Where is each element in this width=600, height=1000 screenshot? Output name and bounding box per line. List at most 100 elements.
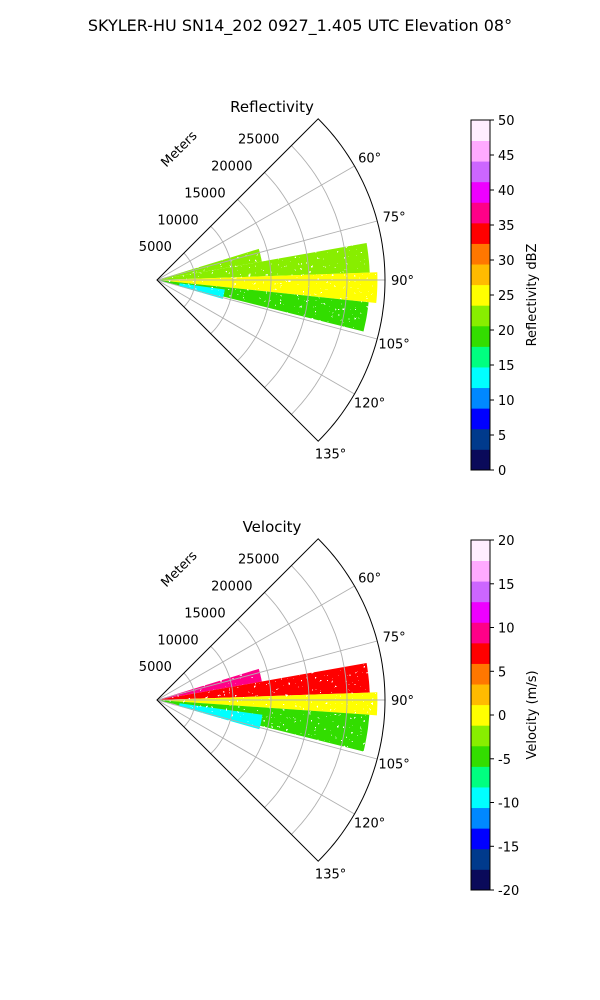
azimuth-tick-labels: 60° 75° 90° 105° 120° 135° bbox=[315, 151, 414, 462]
azimuth-gridline bbox=[156, 279, 378, 340]
colorbar-segment bbox=[471, 202, 490, 224]
colorbar-segment bbox=[471, 663, 490, 685]
colorbar-tick-label: 50 bbox=[498, 114, 515, 129]
echo-region-2 bbox=[157, 692, 378, 716]
azimuth-tick-label: 75° bbox=[383, 211, 406, 226]
colorbar-tick-label: 15 bbox=[498, 359, 515, 374]
colorbar-tick-label: 5 bbox=[498, 665, 506, 680]
range-tick-label: 20000 bbox=[211, 160, 252, 175]
colorbar-segment bbox=[471, 140, 490, 162]
colorbar-tick-label: 0 bbox=[498, 709, 506, 724]
colorbar-segment bbox=[471, 766, 490, 788]
azimuth-tick-label: 105° bbox=[378, 758, 409, 773]
reflectivity-panel: Reflectivity Meters 5000 10000 15000 20000 2… bbox=[139, 98, 540, 479]
azimuth-tick-label: 135° bbox=[315, 868, 346, 883]
colorbar-tick-label: 45 bbox=[498, 149, 515, 164]
colorbar-tick-label: -5 bbox=[498, 753, 511, 768]
colorbar-segment bbox=[471, 725, 490, 747]
colorbar-tick-label: 10 bbox=[498, 622, 515, 637]
sector-outline bbox=[156, 118, 386, 442]
colorbar-segment bbox=[471, 684, 490, 706]
colorbar-segment bbox=[471, 387, 490, 409]
range-axis-label: Meters bbox=[159, 128, 201, 170]
velocity-echoes bbox=[157, 663, 378, 752]
colorbar-segment bbox=[471, 428, 490, 450]
range-tick-label: 15000 bbox=[184, 606, 225, 621]
colorbar-segment bbox=[471, 161, 490, 183]
colorbar-segment bbox=[471, 305, 490, 327]
colorbar-segment bbox=[471, 325, 490, 347]
range-axis-label: Meters bbox=[159, 548, 201, 590]
range-tick-label: 15000 bbox=[184, 186, 225, 201]
colorbar-segment bbox=[471, 222, 490, 244]
velocity-colorbar: -20 -15 -10 -5 0 5 10 15 20 Velocity (m/s) bbox=[470, 534, 540, 899]
echo-region-1 bbox=[157, 663, 370, 700]
colorbar-segment bbox=[471, 848, 490, 870]
polar-grid bbox=[156, 538, 386, 862]
range-tick-label: 10000 bbox=[157, 633, 198, 648]
azimuth-gridline bbox=[156, 699, 378, 760]
colorbar-segment bbox=[471, 408, 490, 430]
echo-region-0 bbox=[157, 248, 262, 280]
colorbar-tick-label: 10 bbox=[498, 394, 515, 409]
panel-title: Velocity bbox=[243, 518, 302, 536]
range-tick-label: 10000 bbox=[157, 213, 198, 228]
colorbar-label: Reflectivity dBZ bbox=[525, 244, 540, 347]
colorbar-segment bbox=[471, 181, 490, 203]
azimuth-gridline bbox=[156, 699, 355, 815]
azimuth-tick-label: 120° bbox=[354, 817, 385, 832]
colorbar-tick-label: -15 bbox=[498, 840, 519, 855]
range-tick-label: 25000 bbox=[238, 553, 279, 568]
range-tick-label: 20000 bbox=[211, 580, 252, 595]
azimuth-tick-label: 75° bbox=[383, 631, 406, 646]
echo-region-1 bbox=[157, 243, 370, 280]
colorbar-tick-label: 30 bbox=[498, 254, 515, 269]
azimuth-tick-label: 135° bbox=[315, 448, 346, 463]
range-tick-labels: 5000 10000 15000 20000 25000 bbox=[139, 133, 280, 256]
colorbar-segment bbox=[471, 346, 490, 368]
azimuth-tick-label: 90° bbox=[391, 274, 414, 289]
range-tick-label: 5000 bbox=[139, 240, 172, 255]
polar-grid bbox=[156, 118, 386, 442]
azimuth-gridline bbox=[156, 640, 378, 701]
colorbar-segment bbox=[471, 601, 490, 623]
echo-region-0 bbox=[157, 668, 262, 700]
reflectivity-colorbar: 0 5 10 15 20 25 30 35 40 45 50 Reflectivity dBZ bbox=[470, 114, 540, 479]
range-tick-label: 5000 bbox=[139, 660, 172, 675]
colorbar-segment bbox=[471, 540, 490, 561]
colorbar-segment bbox=[471, 642, 490, 664]
azimuth-gridline bbox=[156, 585, 355, 701]
colorbar-segment bbox=[471, 120, 490, 141]
colorbar-tick-label: 20 bbox=[498, 324, 515, 339]
colorbar-tick-label: 5 bbox=[498, 429, 506, 444]
colorbar-label: Velocity (m/s) bbox=[525, 670, 540, 759]
azimuth-tick-label: 60° bbox=[358, 571, 381, 586]
colorbar-segment bbox=[471, 367, 490, 389]
azimuth-tick-labels: 60° 75° 90° 105° 120° 135° bbox=[315, 571, 414, 882]
colorbar-segment bbox=[471, 560, 490, 582]
colorbar-tick-label: 20 bbox=[498, 534, 515, 549]
azimuth-tick-label: 120° bbox=[354, 397, 385, 412]
colorbar-segment bbox=[471, 828, 490, 850]
colorbar-tick-label: 35 bbox=[498, 219, 515, 234]
colorbar-segment bbox=[471, 243, 490, 265]
colorbar-segment bbox=[471, 704, 490, 726]
colorbar-segment bbox=[471, 622, 490, 644]
colorbar-tick-label: -10 bbox=[498, 797, 519, 812]
range-tick-labels: 5000 10000 15000 20000 25000 bbox=[139, 553, 280, 676]
range-tick-label: 25000 bbox=[238, 133, 279, 148]
colorbar-segment bbox=[471, 745, 490, 767]
colorbar-tick-label: 15 bbox=[498, 578, 515, 593]
azimuth-tick-label: 60° bbox=[358, 151, 381, 166]
azimuth-gridline bbox=[156, 165, 355, 281]
colorbar-tick-label: 40 bbox=[498, 184, 515, 199]
reflectivity-echoes bbox=[157, 243, 378, 332]
colorbar-segment bbox=[471, 449, 490, 471]
sector-outline bbox=[156, 538, 386, 862]
azimuth-tick-label: 105° bbox=[378, 338, 409, 353]
colorbar-segment bbox=[471, 807, 490, 829]
colorbar-tick-label: 25 bbox=[498, 289, 515, 304]
azimuth-tick-label: 90° bbox=[391, 694, 414, 709]
colorbar-segment bbox=[471, 787, 490, 809]
